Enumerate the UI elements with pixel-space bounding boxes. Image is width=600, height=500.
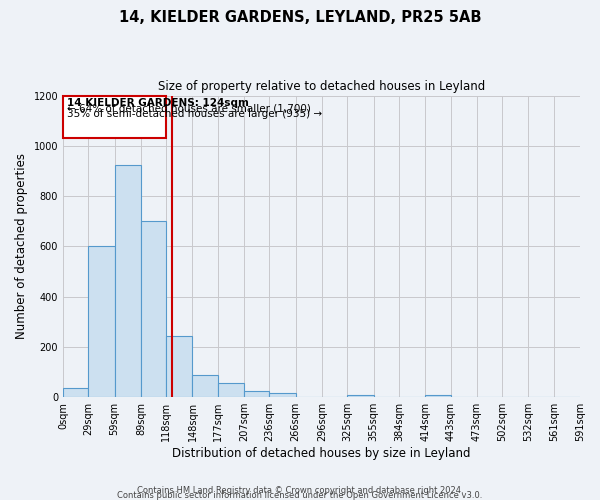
Y-axis label: Number of detached properties: Number of detached properties: [15, 154, 28, 340]
Bar: [269, 394, 296, 397]
Bar: [88, 246, 115, 397]
Bar: [141, 221, 166, 397]
Bar: [193, 374, 218, 397]
Bar: [347, 394, 374, 397]
Text: Contains HM Land Registry data © Crown copyright and database right 2024.: Contains HM Land Registry data © Crown c…: [137, 486, 463, 495]
Bar: [63, 388, 88, 397]
Text: ← 64% of detached houses are smaller (1,700): ← 64% of detached houses are smaller (1,…: [67, 104, 310, 114]
Bar: [425, 394, 451, 397]
Bar: [244, 391, 269, 397]
Text: 14 KIELDER GARDENS: 124sqm: 14 KIELDER GARDENS: 124sqm: [67, 98, 248, 108]
Text: 35% of semi-detached houses are larger (935) →: 35% of semi-detached houses are larger (…: [67, 109, 322, 119]
Text: 14, KIELDER GARDENS, LEYLAND, PR25 5AB: 14, KIELDER GARDENS, LEYLAND, PR25 5AB: [119, 10, 481, 25]
Text: Contains public sector information licensed under the Open Government Licence v3: Contains public sector information licen…: [118, 490, 482, 500]
Bar: [63, 96, 166, 138]
Title: Size of property relative to detached houses in Leyland: Size of property relative to detached ho…: [158, 80, 485, 93]
Bar: [218, 384, 244, 397]
Bar: [115, 164, 141, 397]
Bar: [166, 336, 193, 397]
X-axis label: Distribution of detached houses by size in Leyland: Distribution of detached houses by size …: [172, 447, 471, 460]
